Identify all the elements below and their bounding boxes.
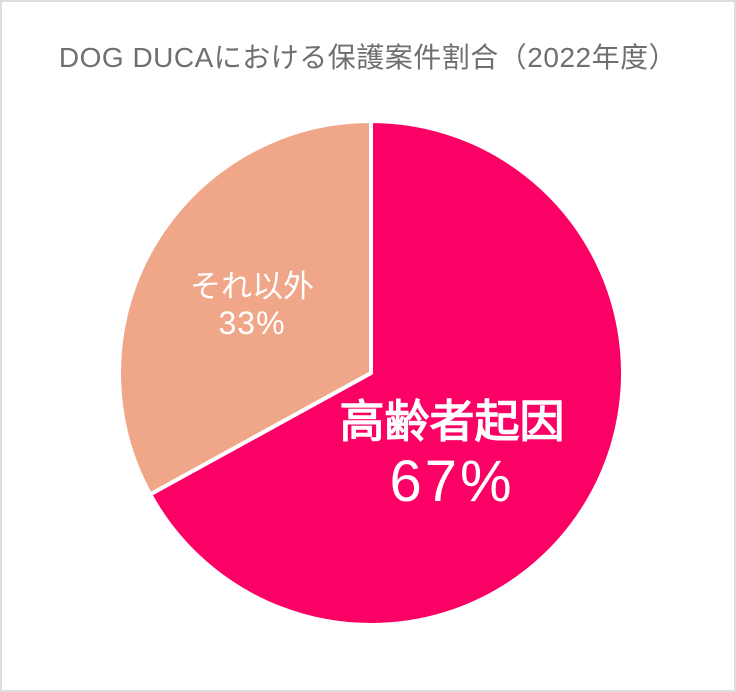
chart-title: DOG DUCAにおける保護案件割合（2022年度） [58, 42, 678, 73]
pie-slice-1 [117, 119, 373, 497]
pie-slice-0 [148, 119, 625, 627]
